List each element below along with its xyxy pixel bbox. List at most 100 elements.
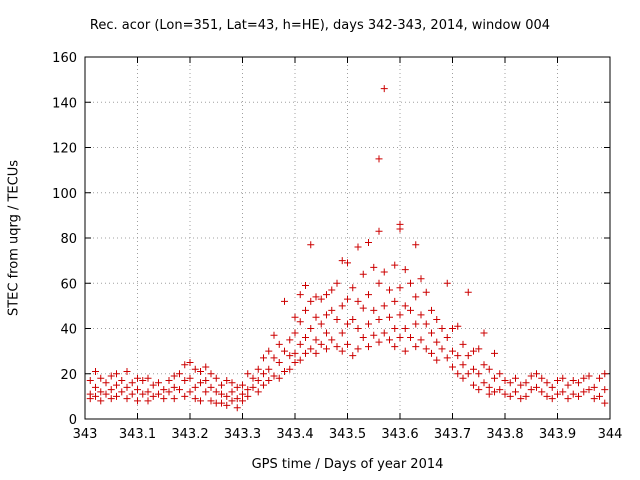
- data-point: [302, 306, 309, 314]
- data-point: [569, 377, 577, 385]
- data-point: [254, 365, 262, 373]
- data-point: [249, 374, 257, 382]
- data-point: [312, 336, 320, 344]
- data-point: [459, 374, 467, 382]
- y-tick-label: 160: [52, 51, 77, 66]
- data-point: [601, 399, 609, 407]
- data-point: [391, 297, 399, 305]
- data-point: [197, 367, 204, 375]
- data-point: [333, 315, 341, 323]
- data-point: [585, 372, 593, 380]
- data-point: [496, 370, 504, 378]
- data-point: [596, 374, 603, 382]
- data-point: [365, 239, 372, 247]
- data-point: [548, 395, 556, 403]
- data-point: [533, 383, 540, 391]
- data-point: [328, 286, 336, 294]
- data-point: [123, 395, 131, 403]
- data-point: [354, 297, 362, 305]
- data-point: [317, 295, 325, 303]
- axis-ticks: 343 343.1 343.2 343.3 343.4 343.5 343.6 343.7 34…: [52, 51, 622, 442]
- data-point: [428, 349, 435, 357]
- data-point: [548, 383, 556, 391]
- data-point: [491, 388, 498, 396]
- data-point: [590, 395, 598, 403]
- data-point: [485, 383, 493, 391]
- data-point: [407, 334, 414, 342]
- data-point: [417, 311, 425, 319]
- data-point: [501, 377, 509, 385]
- data-point: [407, 279, 414, 287]
- data-point: [181, 361, 189, 369]
- data-point: [307, 297, 315, 305]
- y-tick-label: 140: [52, 96, 77, 111]
- data-point: [296, 291, 304, 299]
- data-point: [312, 293, 320, 301]
- data-point: [412, 343, 420, 351]
- data-point: [97, 397, 105, 405]
- data-point: [134, 374, 141, 382]
- data-point: [454, 370, 462, 378]
- data-point: [260, 354, 267, 362]
- data-point: [485, 390, 493, 398]
- data-point: [475, 386, 483, 394]
- data-point: [275, 374, 283, 382]
- data-point: [265, 365, 273, 373]
- data-point: [564, 381, 572, 389]
- data-point: [207, 370, 215, 378]
- data-point: [407, 306, 414, 314]
- data-point: [375, 315, 383, 323]
- data-point: [223, 401, 231, 409]
- data-point: [244, 386, 252, 394]
- data-point: [580, 388, 588, 396]
- data-point: [470, 381, 477, 389]
- data-point: [312, 349, 320, 357]
- data-point: [328, 306, 336, 314]
- data-point: [386, 286, 393, 294]
- data-point: [291, 313, 299, 321]
- data-point: [170, 395, 178, 403]
- data-point: [491, 374, 498, 382]
- data-point: [470, 365, 477, 373]
- data-point: [176, 386, 183, 394]
- data-point: [160, 395, 168, 403]
- data-point: [449, 363, 456, 371]
- x-tick-label: 343.4: [276, 427, 313, 442]
- data-point: [302, 349, 309, 357]
- y-tick-label: 0: [69, 413, 77, 428]
- data-point: [433, 338, 441, 346]
- data-point: [260, 381, 267, 389]
- data-point: [417, 336, 425, 344]
- data-point: [296, 340, 304, 348]
- data-point: [291, 329, 299, 337]
- data-point: [464, 288, 472, 296]
- data-point: [186, 358, 194, 366]
- data-point: [291, 358, 299, 366]
- data-point: [223, 392, 231, 400]
- data-point: [296, 356, 304, 364]
- data-point: [317, 320, 325, 328]
- data-point: [422, 320, 430, 328]
- data-point: [249, 383, 257, 391]
- data-point: [601, 386, 609, 394]
- data-point: [475, 370, 483, 378]
- data-point: [281, 347, 288, 355]
- data-point: [207, 397, 215, 405]
- x-tick-label: 344: [598, 427, 623, 442]
- data-point: [307, 325, 315, 332]
- data-point: [281, 367, 288, 375]
- data-point: [533, 370, 540, 378]
- data-point: [349, 352, 357, 360]
- data-point: [517, 381, 525, 389]
- data-point: [401, 347, 409, 355]
- data-point: [144, 397, 152, 405]
- data-point: [354, 243, 362, 251]
- data-point: [286, 365, 294, 373]
- data-point: [239, 381, 246, 389]
- data-point: [412, 241, 420, 249]
- chart-title: Rec. acor (Lon=351, Lat=43, h=HE), days …: [89, 18, 551, 33]
- data-point: [590, 383, 598, 391]
- data-point: [139, 390, 147, 398]
- data-point: [160, 386, 168, 394]
- data-point: [338, 347, 346, 355]
